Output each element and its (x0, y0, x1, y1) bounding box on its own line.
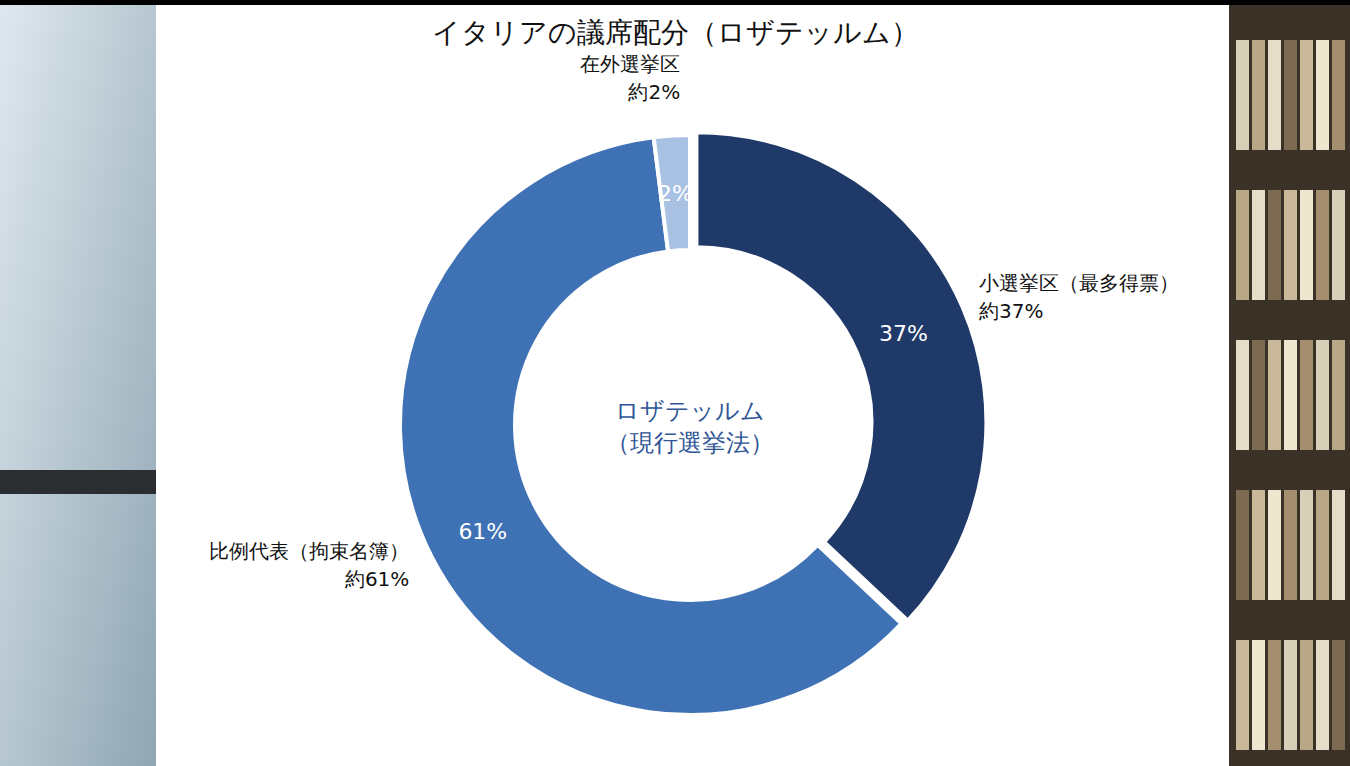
approx-label: 約61% (345, 567, 409, 591)
book (1236, 40, 1249, 150)
book (1268, 640, 1281, 750)
book (1236, 490, 1249, 600)
book (1268, 340, 1281, 450)
data-label: 61% (458, 519, 507, 544)
book (1236, 190, 1249, 300)
approx-label: 約37% (979, 299, 1043, 323)
chart: イタリアの議席配分（ロザテッルム） 37% 61% 2% 小選挙区（最多得票） 約37% 比… (0, 0, 1350, 766)
book (1300, 40, 1313, 150)
top-bar (0, 0, 1350, 5)
left-backdrop (0, 0, 156, 766)
category-label: 比例代表（拘束名簿） (209, 539, 409, 563)
book (1316, 490, 1329, 600)
book (1252, 190, 1265, 300)
slices (400, 132, 986, 715)
book (1252, 340, 1265, 450)
category-label: 在外選挙区 (580, 52, 680, 76)
book (1268, 40, 1281, 150)
book (1316, 190, 1329, 300)
book (1252, 490, 1265, 600)
book (1316, 340, 1329, 450)
book (1332, 490, 1345, 600)
book (1284, 190, 1297, 300)
book (1252, 640, 1265, 750)
slice (400, 137, 901, 715)
title: イタリアの議席配分（ロザテッルム） (432, 16, 919, 49)
book (1236, 340, 1249, 450)
book (1284, 640, 1297, 750)
book (1268, 490, 1281, 600)
book (1236, 640, 1249, 750)
book (1300, 490, 1313, 600)
book (1332, 190, 1345, 300)
category-label: 小選挙区（最多得票） (979, 271, 1179, 295)
left-backdrop-bar (0, 470, 156, 494)
book (1284, 40, 1297, 150)
right-backdrop (1229, 0, 1350, 766)
book (1316, 640, 1329, 750)
slice (696, 132, 986, 621)
data-label: 37% (879, 321, 928, 346)
book (1332, 640, 1345, 750)
data-label: 2% (658, 181, 693, 206)
center-label: ロザテッルム (615, 397, 765, 425)
book (1252, 40, 1265, 150)
book (1268, 190, 1281, 300)
book (1332, 40, 1345, 150)
center-label: （現行選挙法） (606, 429, 774, 457)
book (1284, 340, 1297, 450)
approx-label: 約2% (628, 80, 680, 104)
book (1300, 190, 1313, 300)
book (1316, 40, 1329, 150)
book (1332, 340, 1345, 450)
book (1300, 340, 1313, 450)
slide (156, 0, 1229, 766)
book (1284, 490, 1297, 600)
book (1300, 640, 1313, 750)
